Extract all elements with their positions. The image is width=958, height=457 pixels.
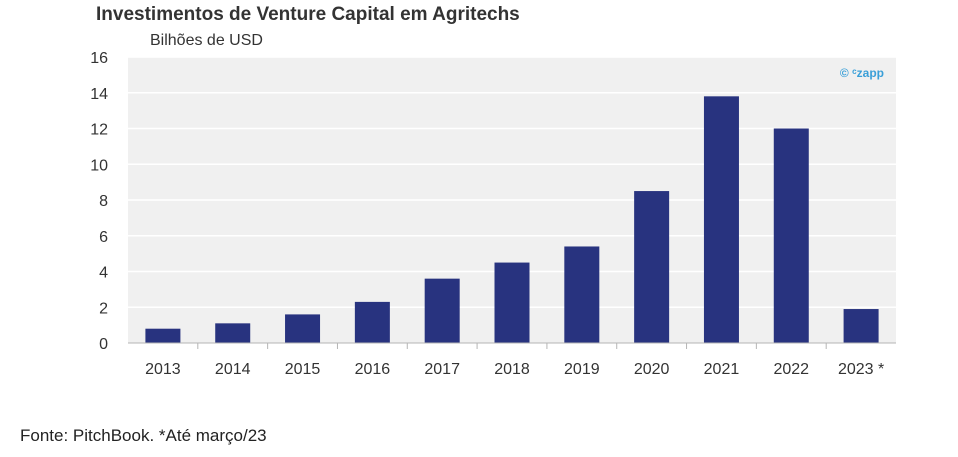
x-axis-ticks: 2013 2014 2015 2016 2017 2018 2019 2020 2021 2022… xyxy=(145,343,884,378)
y-axis-ticks: 0 2 4 6 8 10 12 14 16 xyxy=(90,50,108,353)
bar-2017 xyxy=(424,278,460,343)
y-tick-label: 14 xyxy=(90,86,108,103)
bar-2014 xyxy=(215,323,251,343)
bar-2016 xyxy=(354,301,390,343)
x-tick-label: 2021 xyxy=(704,361,740,378)
x-tick-label: 2016 xyxy=(355,361,391,378)
y-tick-label: 0 xyxy=(99,336,108,353)
x-tick-label: 2015 xyxy=(285,361,321,378)
bar-2022 xyxy=(773,128,809,343)
bar-2013 xyxy=(145,328,181,343)
x-tick-label: 2020 xyxy=(634,361,670,378)
x-tick-label: 2013 xyxy=(145,361,181,378)
bar-2018 xyxy=(494,262,530,343)
y-tick-label: 4 xyxy=(99,265,108,282)
bar-2015 xyxy=(285,314,321,343)
y-tick-label: 6 xyxy=(99,229,108,246)
x-tick-label: 2017 xyxy=(424,361,460,378)
y-tick-label: 2 xyxy=(99,300,108,317)
bar-2023 xyxy=(843,309,879,343)
y-tick-label: 8 xyxy=(99,193,108,210)
watermark: © ᶜzapp xyxy=(840,66,884,80)
y-axis-label: Bilhões de USD xyxy=(150,32,263,49)
y-tick-label: 10 xyxy=(90,157,108,174)
x-tick-label: 2018 xyxy=(494,361,530,378)
y-tick-label: 16 xyxy=(90,50,108,67)
x-tick-label: 2023 * xyxy=(838,361,884,378)
bars xyxy=(145,96,879,343)
bar-2019 xyxy=(564,246,600,343)
x-tick-label: 2022 xyxy=(773,361,809,378)
x-tick-label: 2019 xyxy=(564,361,600,378)
gridlines xyxy=(128,56,896,308)
x-tick-label: 2014 xyxy=(215,361,251,378)
chart-title: Investimentos de Venture Capital em Agri… xyxy=(96,4,520,25)
chart-source-note: Fonte: PitchBook. *Até março/23 xyxy=(20,426,267,445)
bar-2020 xyxy=(634,191,670,343)
bar-2021 xyxy=(703,96,739,343)
y-tick-label: 12 xyxy=(90,122,108,139)
